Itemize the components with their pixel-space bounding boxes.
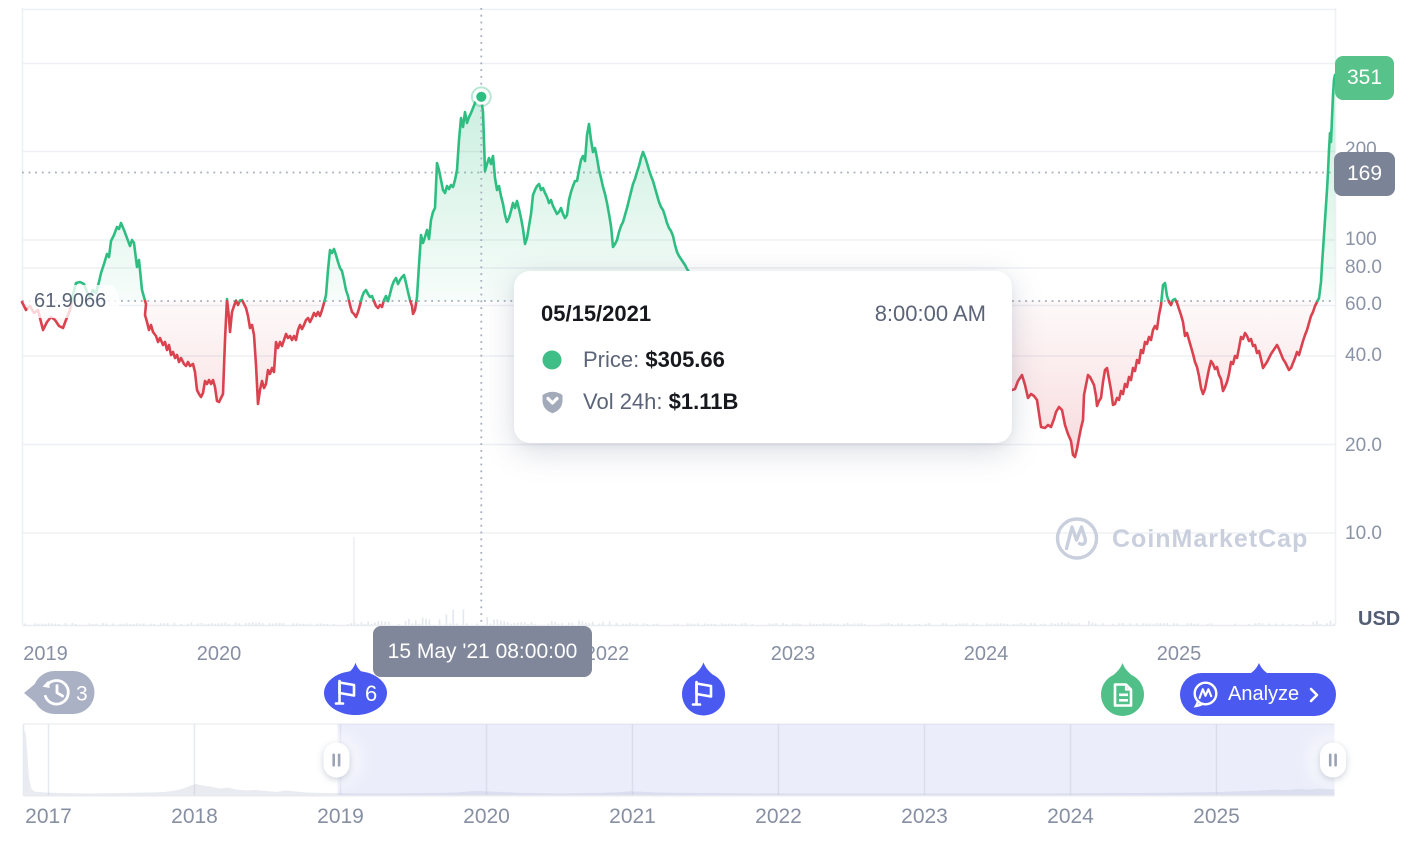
svg-text:CoinMarketCap: CoinMarketCap [1112,525,1308,553]
svg-text:6: 6 [365,681,377,706]
svg-text:3: 3 [76,683,88,706]
